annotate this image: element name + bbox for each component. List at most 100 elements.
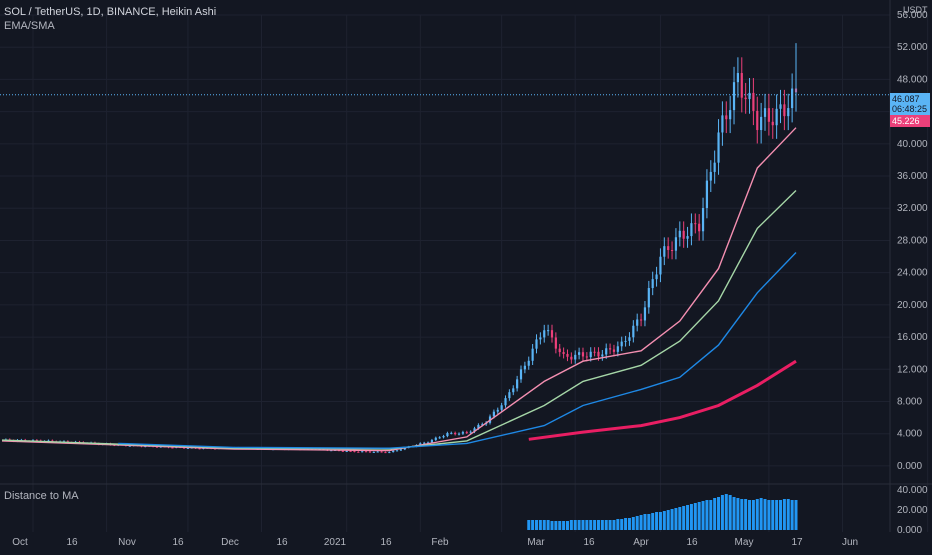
candle-body <box>771 121 774 126</box>
distance-bar <box>565 521 569 530</box>
distance-bar <box>755 499 759 530</box>
distance-bar <box>744 499 748 530</box>
y-tick-label: 28.000 <box>897 235 928 246</box>
candle-body <box>558 348 561 353</box>
distance-bar <box>705 500 709 530</box>
candle-body <box>628 337 631 341</box>
candle-body <box>732 82 736 111</box>
distance-bar <box>775 500 779 530</box>
distance-bar <box>794 500 798 530</box>
candle-body <box>709 171 712 181</box>
x-tick-label: 16 <box>276 537 288 548</box>
candle-body <box>531 348 534 361</box>
distance-bar <box>763 499 767 530</box>
candle-body <box>601 354 604 357</box>
candle-body <box>523 365 526 370</box>
distance-bar <box>678 507 682 530</box>
candle-body <box>570 356 573 360</box>
y-tick-label: 4.000 <box>897 429 922 440</box>
distance-bar <box>782 499 786 530</box>
x-tick-label: Jun <box>842 537 858 548</box>
candle-body <box>500 405 503 410</box>
candle-body <box>701 207 705 232</box>
x-tick-label: Feb <box>431 537 449 548</box>
candle-body <box>508 392 511 399</box>
distance-bar <box>658 512 662 530</box>
sub-y-tick-label: 40.000 <box>897 485 928 496</box>
x-tick-label: 16 <box>686 537 698 548</box>
distance-bar <box>546 520 550 530</box>
y-tick-label: 56.000 <box>897 10 928 21</box>
x-tick-label: 16 <box>380 537 392 548</box>
candle-body <box>787 108 790 117</box>
candle-body <box>430 439 434 443</box>
distance-bar <box>717 497 721 530</box>
candle-body <box>341 450 344 452</box>
distance-bar <box>666 510 670 530</box>
candle-body <box>186 447 190 449</box>
candle-body <box>636 319 639 326</box>
candle-body <box>574 354 577 360</box>
distance-bar <box>531 520 535 530</box>
distance-bar <box>740 499 744 530</box>
y-tick-label: 48.000 <box>897 74 928 85</box>
x-tick-label: 17 <box>791 537 803 548</box>
candle-body <box>717 132 720 163</box>
candle-body <box>492 411 495 417</box>
distance-bar <box>709 500 713 530</box>
candle-body <box>47 440 50 442</box>
x-tick-label: 16 <box>583 537 595 548</box>
x-axis-ticks: Oct 16 Nov 16 Dec 16 2021 16 Feb Mar 16 Apr 16 May 17 J… <box>12 537 858 548</box>
candle-body <box>744 97 747 100</box>
candle-body <box>372 451 375 453</box>
distance-bar <box>674 508 678 530</box>
candle-body <box>550 330 554 338</box>
distance-bar <box>732 497 736 530</box>
candle-body <box>721 115 724 133</box>
candle-body <box>647 288 650 308</box>
candle-body <box>465 432 468 434</box>
distance-bar <box>686 505 690 530</box>
candle-body <box>461 432 465 434</box>
candle-body <box>496 409 499 412</box>
y-tick-label: 24.000 <box>897 268 928 279</box>
distance-bar <box>724 494 728 530</box>
candle-body <box>639 319 643 321</box>
y-tick-label: 12.000 <box>897 364 928 375</box>
candle-body <box>535 339 538 349</box>
candle-body <box>353 451 356 453</box>
distance-bar <box>527 520 531 530</box>
distance-bar <box>713 498 717 530</box>
x-tick-label: Apr <box>633 537 649 548</box>
distance-bar <box>779 500 783 530</box>
candle-body <box>554 337 557 349</box>
candle-body <box>674 237 678 251</box>
y-tick-label: 16.000 <box>897 332 928 343</box>
candle-body <box>376 451 379 453</box>
candle-body <box>527 360 530 366</box>
distance-bar <box>736 498 740 530</box>
indicator-title: EMA/SMA <box>4 20 55 32</box>
candle-body <box>593 351 596 353</box>
distance-bar <box>577 520 581 530</box>
distance-bar <box>662 511 666 530</box>
distance-bar <box>550 521 554 530</box>
candle-body <box>364 451 368 453</box>
candle-body <box>512 388 515 393</box>
moving-averages <box>1 127 797 452</box>
distance-bar <box>682 506 686 530</box>
candle-body <box>547 330 550 332</box>
distance-bar <box>701 501 705 530</box>
candle-body <box>729 110 732 120</box>
candle-body <box>434 437 437 440</box>
distance-bar <box>697 502 701 530</box>
candle-body <box>581 352 585 357</box>
candle-body <box>616 346 619 352</box>
distance-bar <box>534 520 538 530</box>
candle-body <box>748 92 751 100</box>
candle-body <box>380 451 383 453</box>
candle-body <box>399 449 403 451</box>
x-tick-label: 16 <box>66 537 78 548</box>
